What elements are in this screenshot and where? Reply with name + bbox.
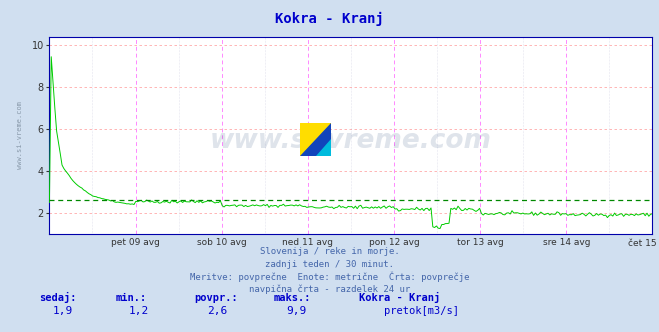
Text: maks.:: maks.:	[273, 293, 311, 303]
Text: pretok[m3/s]: pretok[m3/s]	[384, 306, 459, 316]
Text: sedaj:: sedaj:	[40, 292, 77, 303]
Text: www.si-vreme.com: www.si-vreme.com	[18, 101, 24, 169]
Text: 2,6: 2,6	[208, 306, 228, 316]
Text: 9,9: 9,9	[287, 306, 307, 316]
Text: povpr.:: povpr.:	[194, 293, 238, 303]
Text: zadnji teden / 30 minut.: zadnji teden / 30 minut.	[265, 260, 394, 269]
Text: Kokra - Kranj: Kokra - Kranj	[359, 292, 440, 303]
Text: Kokra - Kranj: Kokra - Kranj	[275, 12, 384, 26]
Text: 1,9: 1,9	[53, 306, 73, 316]
Polygon shape	[300, 123, 331, 156]
Text: www.si-vreme.com: www.si-vreme.com	[210, 128, 492, 154]
Polygon shape	[300, 123, 331, 156]
Text: 1,2: 1,2	[129, 306, 149, 316]
Text: Meritve: povprečne  Enote: metrične  Črta: povprečje: Meritve: povprečne Enote: metrične Črta:…	[190, 272, 469, 283]
Text: min.:: min.:	[115, 293, 146, 303]
Text: navpična črta - razdelek 24 ur: navpična črta - razdelek 24 ur	[249, 284, 410, 294]
Text: Slovenija / reke in morje.: Slovenija / reke in morje.	[260, 247, 399, 256]
Polygon shape	[316, 139, 331, 156]
